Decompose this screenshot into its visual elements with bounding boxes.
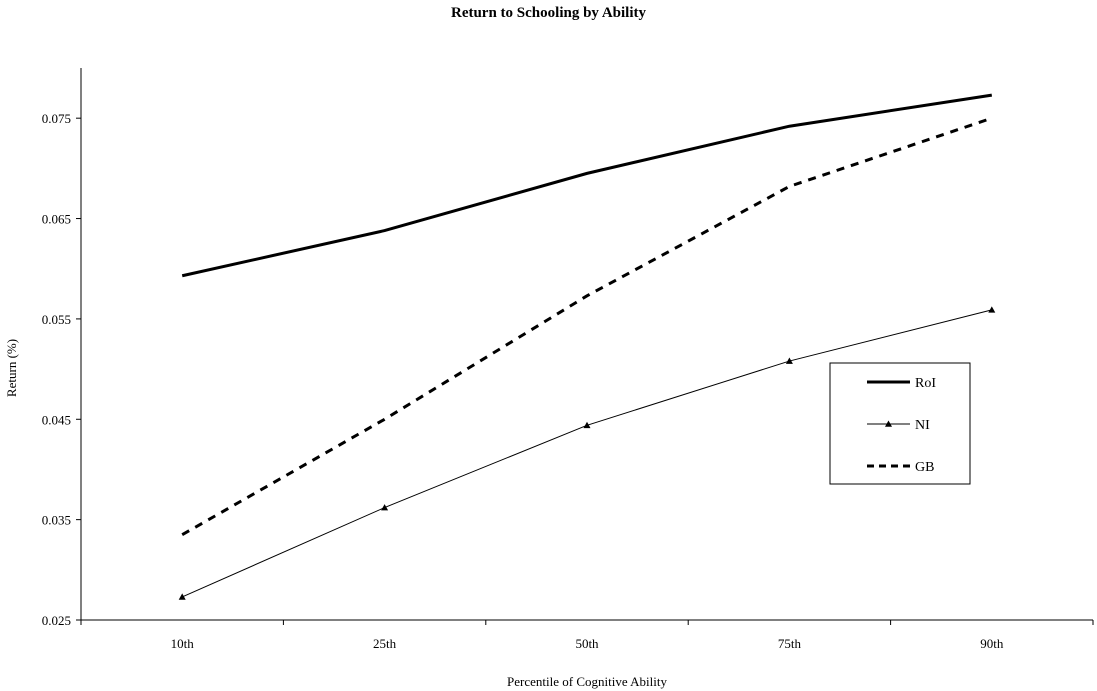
y-axis-ticks: 0.025 0.035 0.045 0.055 0.065 0.075 <box>42 111 81 628</box>
series-layer <box>178 93 996 600</box>
data-point-ni <box>178 593 186 600</box>
data-point-ni <box>988 306 996 313</box>
data-point-ni <box>381 504 389 511</box>
legend: RoI NI GB <box>829 362 971 485</box>
legend-label-roi: RoI <box>915 376 936 391</box>
x-tick-label: 75th <box>778 636 802 651</box>
x-tick-label: 10th <box>171 636 195 651</box>
data-point-ni <box>785 357 793 364</box>
series-line-roi <box>181 93 993 278</box>
y-tick-label: 0.045 <box>42 412 71 427</box>
y-tick-label: 0.025 <box>42 613 71 628</box>
x-axis-ticks: 10th 25th 50th 75th 90th <box>80 620 1094 651</box>
x-tick-label: 25th <box>373 636 397 651</box>
x-tick-label: 50th <box>575 636 599 651</box>
data-point-ni <box>583 421 591 429</box>
y-tick-label: 0.055 <box>42 312 71 327</box>
y-tick-label: 0.065 <box>42 212 71 227</box>
series-ni <box>178 306 996 600</box>
series-line-gb <box>181 116 993 536</box>
series-gb <box>181 116 993 536</box>
chart-title: Return to Schooling by Ability <box>450 5 647 21</box>
legend-marker-ni <box>885 420 892 427</box>
legend-label-gb: GB <box>915 460 934 475</box>
y-tick-label: 0.075 <box>42 111 71 126</box>
y-axis-label: Return (%) <box>4 339 19 397</box>
y-tick-label: 0.035 <box>42 513 71 528</box>
legend-label-ni: NI <box>915 418 930 433</box>
x-tick-label: 90th <box>980 636 1004 651</box>
x-axis-label: Percentile of Cognitive Ability <box>507 674 667 689</box>
series-roi <box>181 93 993 278</box>
